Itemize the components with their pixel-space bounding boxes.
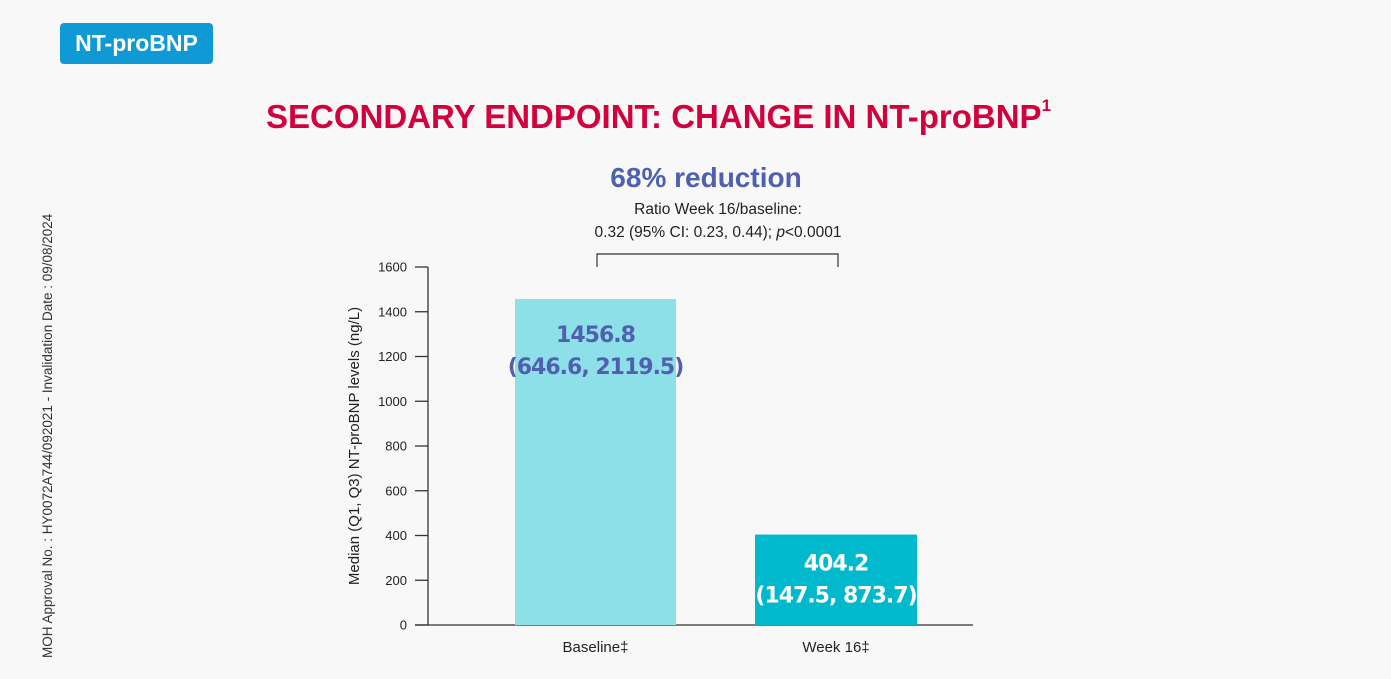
p-value: <0.0001 [784, 224, 842, 241]
category-label: Week 16‡ [802, 639, 869, 656]
bar-value-label: 1456.8 [556, 323, 635, 348]
bar-iqr-label: (147.5, 873.7) [755, 584, 916, 609]
y-tick-label: 1000 [378, 394, 407, 409]
y-tick-label: 800 [385, 439, 407, 454]
y-tick-label: 400 [385, 528, 407, 543]
ratio-line-2: 0.32 (95% CI: 0.23, 0.44); p<0.0001 [0, 224, 1391, 242]
reduction-headline: 68% reduction [610, 162, 802, 193]
title-text: SECONDARY ENDPOINT: CHANGE IN NT-proBNP [266, 98, 1042, 135]
bar-value-label: 404.2 [804, 552, 869, 577]
y-tick-label: 1200 [378, 349, 407, 364]
page-title: SECONDARY ENDPOINT: CHANGE IN NT-proBNP1 [266, 96, 1052, 136]
ratio-line-1: Ratio Week 16/baseline: [634, 201, 802, 218]
bar-week16 [755, 534, 917, 625]
bar-iqr-label: (646.6, 2119.5) [508, 355, 684, 380]
nt-probnp-badge: NT-proBNP [60, 23, 213, 64]
y-tick-label: 0 [400, 618, 407, 633]
y-tick-label: 1400 [378, 304, 407, 319]
y-tick-label: 600 [385, 483, 407, 498]
bar-baseline [515, 299, 676, 625]
title-footnote: 1 [1041, 96, 1052, 115]
y-axis-label: Median (Q1, Q3) NT-proBNP levels (ng/L) [346, 307, 363, 585]
comparison-bracket [596, 253, 839, 267]
category-label: Baseline‡ [563, 639, 629, 656]
y-tick-label: 1600 [378, 260, 407, 275]
p-symbol: p [776, 224, 785, 241]
y-tick-label: 200 [385, 573, 407, 588]
ratio-ci: 0.32 (95% CI: 0.23, 0.44); [594, 224, 777, 241]
